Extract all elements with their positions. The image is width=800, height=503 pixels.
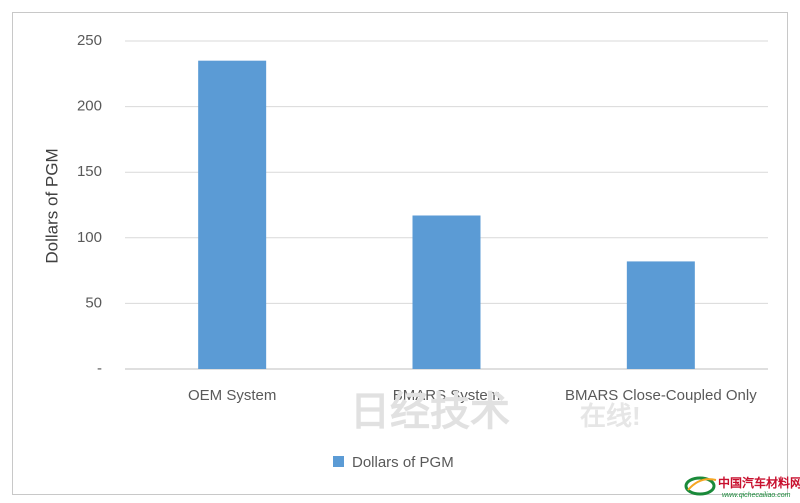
watermark: 日经技术 在线! [350,390,641,434]
x-tick-label: OEM System [188,387,276,404]
y-tick-label: - [97,360,102,377]
y-tick-label: 250 [77,32,102,49]
y-tick-label: 100 [77,229,102,246]
bar [626,261,695,369]
watermark-text: 日经技术 [350,390,510,434]
watermark-text-small: 在线! [580,401,641,431]
bars [198,60,695,370]
y-axis-label: Dollars of PGM [42,148,61,263]
logo-swoosh-accent [687,478,717,491]
logo-text: 中国汽车材料网 [718,475,800,490]
y-axis-ticks: - 50 100 150 200 250 [77,32,102,377]
y-tick-label: 200 [77,98,102,115]
bar [412,215,481,369]
logo-url: www.qichecailiao.com [722,492,791,499]
x-tick-label: BMARS System [393,387,501,404]
site-logo: 中国汽车材料网 www.qichecailiao.com [684,475,800,499]
y-tick-label: 150 [77,163,102,180]
legend-label: Dollars of PGM [352,454,454,471]
y-tick-label: 50 [85,294,102,311]
chart-frame [12,12,788,495]
legend-swatch [333,456,344,467]
legend: Dollars of PGM [333,454,454,471]
x-tick-label: BMARS Close-Coupled Only [565,387,757,404]
x-axis-ticks: OEM System BMARS System BMARS Close-Couple… [188,387,757,404]
logo-swoosh [684,476,716,496]
bar [198,60,267,370]
